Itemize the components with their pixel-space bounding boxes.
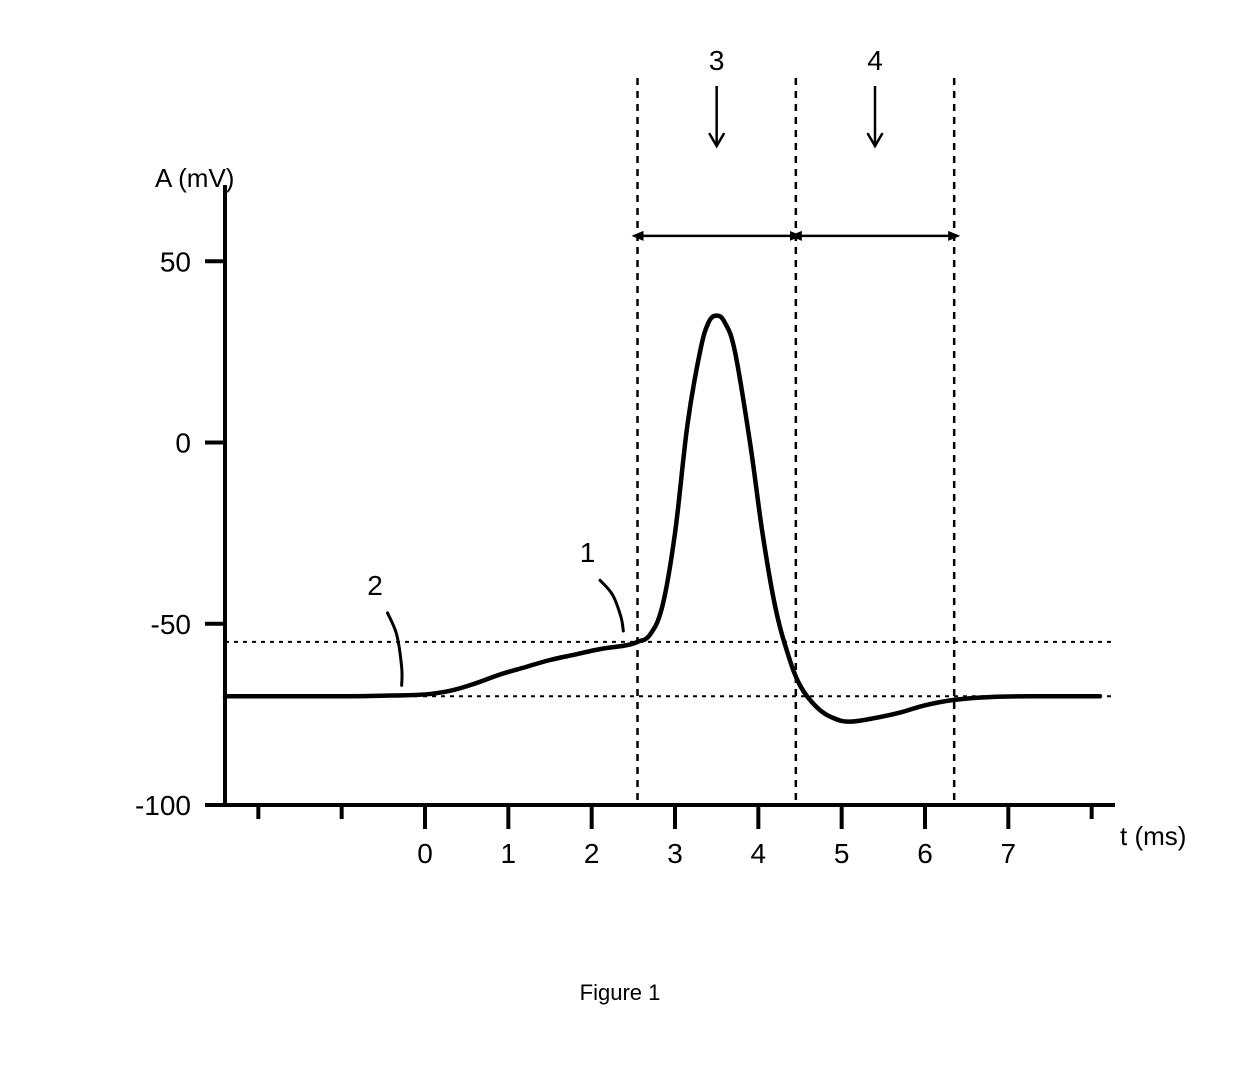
x-tick-label: 2 bbox=[584, 838, 600, 869]
figure-container: 50 0 -50 -100 A (mV) 0 1 2 3 4 5 6 7 t (ms) 3 4 1 2 Figure… bbox=[0, 0, 1240, 1070]
x-tick-label: 6 bbox=[917, 838, 933, 869]
figure-caption: Figure 1 bbox=[580, 980, 661, 1005]
y-tick-label: 0 bbox=[175, 428, 191, 459]
y-tick-label: -100 bbox=[135, 790, 191, 821]
callout-number-label: 1 bbox=[580, 537, 596, 568]
x-tick-label: 1 bbox=[501, 838, 517, 869]
waveform-curve bbox=[225, 316, 1100, 722]
y-tick-label: 50 bbox=[160, 246, 191, 277]
x-tick-label: 0 bbox=[417, 838, 433, 869]
callout-number-label: 2 bbox=[367, 570, 383, 601]
callout-leader bbox=[600, 580, 623, 631]
x-tick-label: 4 bbox=[751, 838, 767, 869]
y-tick-label: -50 bbox=[151, 609, 191, 640]
callout-leader bbox=[388, 613, 403, 686]
x-tick-label: 7 bbox=[1001, 838, 1017, 869]
y-axis-label: A (mV) bbox=[155, 163, 234, 193]
action-potential-chart: 50 0 -50 -100 A (mV) 0 1 2 3 4 5 6 7 t (ms) 3 4 1 2 Figure… bbox=[0, 0, 1240, 1070]
x-axis-label: t (ms) bbox=[1120, 821, 1186, 851]
region-number-label: 3 bbox=[709, 45, 725, 76]
x-tick-label: 5 bbox=[834, 838, 850, 869]
x-tick-label: 3 bbox=[667, 838, 683, 869]
region-number-label: 4 bbox=[867, 45, 883, 76]
